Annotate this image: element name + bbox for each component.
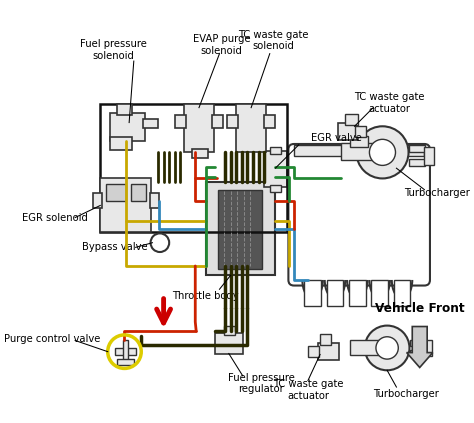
Bar	[212, 115, 223, 128]
Circle shape	[151, 233, 169, 252]
Text: Fuel pressure
regulator: Fuel pressure regulator	[228, 373, 295, 394]
Bar	[206, 182, 275, 275]
Bar	[191, 148, 208, 158]
Bar	[109, 113, 145, 141]
Text: Turbocharger: Turbocharger	[373, 389, 438, 398]
Bar	[236, 104, 266, 152]
Text: Purge control valve: Purge control valve	[4, 334, 100, 343]
Bar	[218, 190, 262, 269]
Bar	[150, 193, 159, 208]
Bar	[294, 145, 424, 156]
Bar	[410, 340, 424, 346]
Bar	[304, 280, 321, 306]
Bar	[227, 115, 238, 128]
Bar	[264, 115, 275, 128]
Bar	[393, 280, 410, 306]
Bar	[270, 147, 281, 154]
Bar	[175, 115, 186, 128]
Text: TC waste gate
solenoid: TC waste gate solenoid	[238, 30, 309, 52]
Text: TC waste gate
actuator: TC waste gate actuator	[354, 92, 424, 114]
Text: TC waste gate
actuator: TC waste gate actuator	[273, 379, 343, 401]
Text: Turbocharger: Turbocharger	[404, 188, 470, 198]
Bar	[355, 126, 366, 137]
Bar	[350, 136, 368, 147]
Bar	[371, 280, 388, 306]
Text: EVAP purge
solenoid: EVAP purge solenoid	[192, 34, 250, 56]
Circle shape	[369, 139, 395, 165]
Bar	[115, 348, 136, 355]
FancyArrow shape	[407, 327, 433, 368]
Bar	[349, 280, 366, 306]
Text: EGR solenoid: EGR solenoid	[22, 212, 88, 222]
Bar	[318, 343, 339, 360]
Bar	[184, 104, 214, 152]
Text: Vehicle Front: Vehicle Front	[375, 302, 465, 315]
Text: Bypass valve: Bypass valve	[82, 242, 148, 253]
Bar	[338, 124, 358, 140]
Bar	[410, 350, 424, 356]
FancyBboxPatch shape	[288, 144, 430, 286]
Text: EGR valve: EGR valve	[311, 133, 362, 143]
Bar	[131, 184, 146, 201]
Bar	[109, 137, 132, 151]
Bar	[123, 341, 128, 363]
Bar	[106, 184, 127, 201]
Bar	[264, 151, 287, 187]
Bar	[117, 359, 134, 365]
Bar	[409, 159, 425, 166]
Bar	[423, 341, 432, 356]
Bar	[224, 326, 235, 335]
Bar	[270, 185, 281, 192]
Circle shape	[365, 326, 410, 370]
Circle shape	[376, 337, 398, 359]
Bar	[100, 179, 152, 233]
Circle shape	[356, 126, 409, 179]
Bar	[93, 193, 102, 208]
Bar	[350, 341, 389, 355]
Bar	[327, 280, 343, 306]
Bar	[308, 346, 319, 357]
Bar	[424, 147, 434, 165]
Bar	[143, 119, 158, 128]
Bar	[117, 104, 132, 115]
Text: Fuel pressure
solenoid: Fuel pressure solenoid	[80, 39, 147, 61]
Bar	[340, 143, 385, 160]
Bar	[345, 114, 358, 125]
Bar	[215, 333, 243, 354]
Bar	[100, 104, 287, 233]
Bar	[409, 145, 425, 152]
Text: Throttle body: Throttle body	[172, 291, 239, 301]
Bar	[320, 334, 331, 345]
